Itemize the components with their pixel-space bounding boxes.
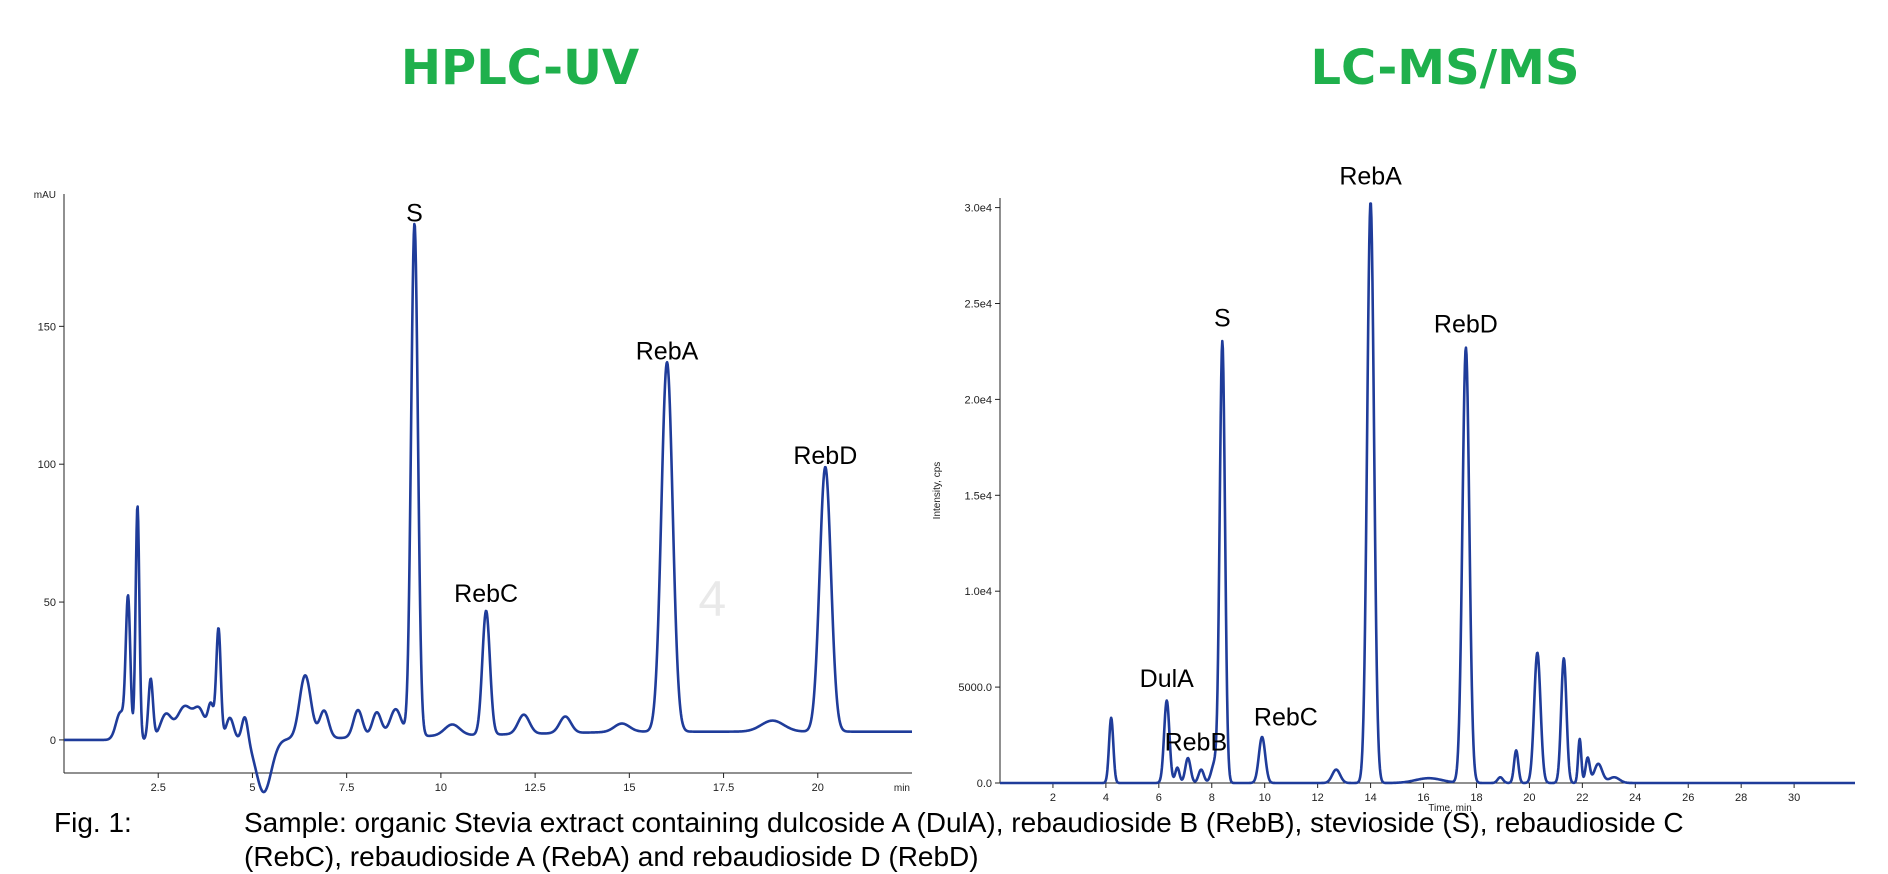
x-tick-label: 14 xyxy=(1364,792,1376,804)
x-tick-label: 4 xyxy=(1103,792,1109,804)
x-tick-label: 24 xyxy=(1629,792,1641,804)
x-tick-label: 16 xyxy=(1417,792,1429,804)
caption-line1: Sample: organic Stevia extract containin… xyxy=(244,807,1684,838)
peak-label-rebc: RebC xyxy=(1254,703,1318,731)
peak-label-s: S xyxy=(406,200,423,228)
x-tick-label: 10 xyxy=(1259,792,1271,804)
watermark: 4 xyxy=(698,571,726,627)
x-tick-label: 2 xyxy=(1050,792,1056,804)
peak-label-reba: RebA xyxy=(1339,163,1402,191)
x-tick-label: 2.5 xyxy=(151,782,166,794)
caption-line2: (RebC), rebaudioside A (RebA) and rebaud… xyxy=(244,841,979,872)
x-tick-label: 30 xyxy=(1788,792,1800,804)
x-tick-label: 12.5 xyxy=(524,782,545,794)
y-tick-label: 1.5e4 xyxy=(964,490,992,502)
y-axis-label: Intensity, cps xyxy=(932,462,943,520)
chromatogram-trace xyxy=(999,202,1856,785)
x-tick-label: 7.5 xyxy=(339,782,354,794)
peak-label-rebb: RebB xyxy=(1165,728,1228,756)
x-tick-label: 6 xyxy=(1156,792,1162,804)
x-axis-label: Time, min xyxy=(1428,803,1472,814)
x-tick-label: 10 xyxy=(435,782,447,794)
y-tick-label: 1.0e4 xyxy=(964,586,992,598)
figure-caption: Fig. 1: Sample: organic Stevia extract co… xyxy=(54,806,1884,874)
x-tick-label: 26 xyxy=(1682,792,1694,804)
x-tick-label: 8 xyxy=(1209,792,1215,804)
x-tick-label: 18 xyxy=(1470,792,1482,804)
y-tick-label: 0.0 xyxy=(977,778,992,790)
y-tick-label: 2.0e4 xyxy=(964,394,992,406)
peak-label-dula: DulA xyxy=(1140,665,1195,693)
y-tick-label: 0 xyxy=(50,735,56,747)
peak-label-rebd: RebD xyxy=(793,442,857,470)
y-axis-label: mAU xyxy=(34,190,56,201)
x-tick-label: 22 xyxy=(1576,792,1588,804)
x-tick-label: 12 xyxy=(1312,792,1324,804)
caption-label: Fig. 1: xyxy=(54,807,132,838)
peak-label-s: S xyxy=(1214,305,1231,333)
chromatogram-trace xyxy=(63,222,913,794)
hplc-panel-title: HPLC-UV xyxy=(400,40,640,96)
x-tick-label: 20 xyxy=(812,782,824,794)
y-tick-label: 3.0e4 xyxy=(964,203,992,215)
y-tick-label: 50 xyxy=(44,597,56,609)
y-tick-label: 150 xyxy=(38,321,56,333)
peak-label-reba: RebA xyxy=(636,337,699,365)
x-tick-label: 17.5 xyxy=(713,782,734,794)
x-tick-label: 20 xyxy=(1523,792,1535,804)
peak-label-rebd: RebD xyxy=(1434,310,1498,338)
x-tick-label: 15 xyxy=(623,782,635,794)
x-axis-label: min xyxy=(894,783,910,794)
y-tick-label: 100 xyxy=(38,459,56,471)
x-tick-label: 5 xyxy=(249,782,255,794)
x-tick-label: 28 xyxy=(1735,792,1747,804)
y-tick-label: 5000.0 xyxy=(958,682,992,694)
lcms-panel-title: LC-MS/MS xyxy=(1310,40,1580,96)
peak-label-rebc: RebC xyxy=(454,580,518,608)
y-tick-label: 2.5e4 xyxy=(964,298,992,310)
